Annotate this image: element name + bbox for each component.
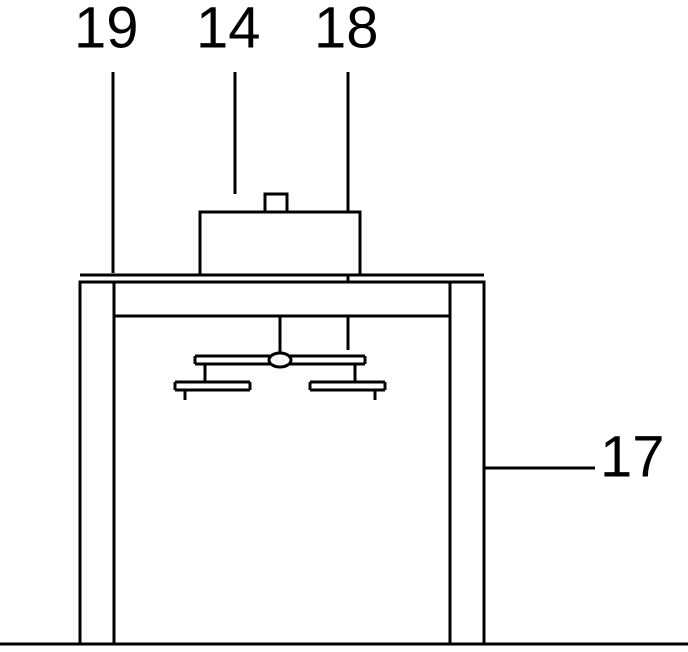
- support-frame: [80, 275, 484, 644]
- right-leg: [450, 282, 484, 644]
- spindle-assembly: [175, 316, 385, 400]
- label-14: 14: [196, 0, 261, 61]
- label-19: 19: [74, 0, 139, 61]
- left-leg: [80, 282, 114, 644]
- motor-nub: [265, 194, 287, 212]
- deck: [80, 282, 484, 316]
- callout-labels: 19 14 18 17: [74, 0, 665, 490]
- spindle-hub: [269, 353, 291, 367]
- engineering-diagram: 19 14 18 17: [0, 0, 688, 652]
- motor-assembly: [200, 194, 360, 275]
- motor-body: [200, 212, 360, 275]
- label-17: 17: [600, 425, 665, 490]
- label-18: 18: [314, 0, 379, 61]
